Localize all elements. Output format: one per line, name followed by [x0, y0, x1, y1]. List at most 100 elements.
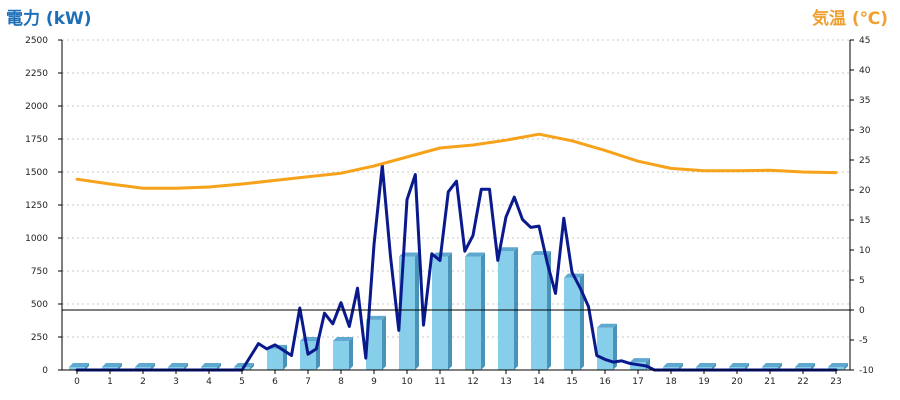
y-axis-label-left: 電力 (kW) — [6, 9, 92, 29]
bar-side — [151, 363, 155, 370]
x-tick-label: 16 — [599, 377, 611, 387]
x-tick-label: 10 — [401, 377, 413, 387]
y2-tick-label: 10 — [859, 246, 871, 256]
axes — [61, 40, 851, 371]
y-tick-label: 250 — [31, 333, 48, 343]
y2-tick-label: 40 — [859, 66, 871, 76]
y2-tick-label: 30 — [859, 126, 871, 136]
bars — [69, 247, 848, 370]
bar-side — [415, 252, 419, 370]
bar-side — [250, 363, 254, 370]
y-tick-label: 1250 — [25, 201, 48, 211]
bar-top — [762, 363, 782, 367]
y-tick-label: 500 — [31, 300, 48, 310]
bar-side — [448, 252, 452, 370]
bar — [597, 327, 613, 370]
bar-top — [663, 363, 683, 367]
bar — [366, 319, 382, 370]
y2-tick-label: 25 — [859, 156, 870, 166]
x-tick-label: 3 — [173, 377, 179, 387]
x-tick-label: 13 — [500, 377, 511, 387]
x-tick-label: 21 — [764, 377, 775, 387]
x-tick-label: 7 — [305, 377, 311, 387]
x-tick-label: 20 — [731, 377, 743, 387]
bar-top — [795, 363, 815, 367]
bar — [564, 277, 580, 370]
bar — [465, 256, 481, 370]
bar-top — [102, 363, 122, 367]
bar-top — [333, 336, 353, 341]
y-tick-label: 1750 — [25, 135, 48, 145]
bar-side — [811, 363, 815, 370]
y2-tick-label: 20 — [859, 186, 871, 196]
bar-side — [382, 315, 386, 370]
y-tick-label: 2500 — [25, 36, 48, 46]
bar-side — [712, 363, 716, 370]
bar — [267, 348, 283, 370]
x-tick-label: 23 — [830, 377, 841, 387]
y-tick-label: 1500 — [25, 168, 48, 178]
x-tick-label: 9 — [371, 377, 377, 387]
bar — [498, 251, 514, 370]
bar-side — [514, 247, 518, 370]
bar-side — [613, 323, 617, 370]
x-tick-label: 8 — [338, 377, 344, 387]
bar-side — [679, 363, 683, 370]
y2-tick-label: 5 — [859, 276, 865, 286]
x-tick-label: 5 — [239, 377, 245, 387]
bar-side — [778, 363, 782, 370]
x-tick-label: 12 — [467, 377, 478, 387]
x-tick-label: 17 — [632, 377, 643, 387]
x-tick-label: 4 — [206, 377, 212, 387]
bar-side — [547, 251, 551, 370]
y-axis-label-right: 気温 (℃) — [811, 9, 888, 29]
y2-tick-label: -5 — [859, 336, 868, 346]
x-tick-label: 22 — [797, 377, 808, 387]
bar-top — [597, 323, 617, 328]
x-tick-label: 15 — [566, 377, 577, 387]
bar-side — [745, 363, 749, 370]
bar-side — [844, 363, 848, 370]
bar-side — [118, 363, 122, 370]
bar-top — [729, 363, 749, 367]
bar-top — [366, 315, 386, 320]
y-tick-label: 1000 — [25, 234, 48, 244]
x-tick-label: 11 — [434, 377, 445, 387]
bar-top — [696, 363, 716, 367]
grid — [62, 39, 850, 338]
y-tick-label: 2250 — [25, 69, 48, 79]
bar-top — [630, 358, 650, 363]
y2-tick-label: 45 — [859, 36, 870, 46]
ticks: 02505007501000125015001750200022502500-1… — [25, 36, 874, 387]
x-tick-label: 0 — [74, 377, 80, 387]
bar — [531, 255, 547, 370]
bar-side — [85, 363, 89, 370]
bar-top — [201, 363, 221, 367]
y2-tick-label: 15 — [859, 216, 870, 226]
x-tick-label: 14 — [533, 377, 545, 387]
y2-tick-label: 0 — [859, 306, 865, 316]
bar-side — [481, 252, 485, 370]
bar-top — [465, 252, 485, 257]
lines — [75, 132, 838, 372]
y-tick-label: 2000 — [25, 102, 48, 112]
bar — [432, 256, 448, 370]
bar-top — [69, 363, 89, 367]
bar-side — [349, 336, 353, 370]
x-tick-label: 2 — [140, 377, 146, 387]
temperature-line — [75, 132, 838, 190]
x-tick-label: 6 — [272, 377, 278, 387]
x-tick-label: 1 — [107, 377, 113, 387]
y2-tick-label: -10 — [859, 366, 874, 376]
y-tick-label: 0 — [42, 366, 48, 376]
bar-side — [184, 363, 188, 370]
x-tick-label: 19 — [698, 377, 710, 387]
y2-tick-label: 35 — [859, 96, 870, 106]
y-tick-label: 750 — [31, 267, 48, 277]
bar-top — [498, 247, 518, 252]
x-tick-label: 18 — [665, 377, 677, 387]
bar-top — [135, 363, 155, 367]
bar-top — [168, 363, 188, 367]
bar — [333, 340, 349, 370]
